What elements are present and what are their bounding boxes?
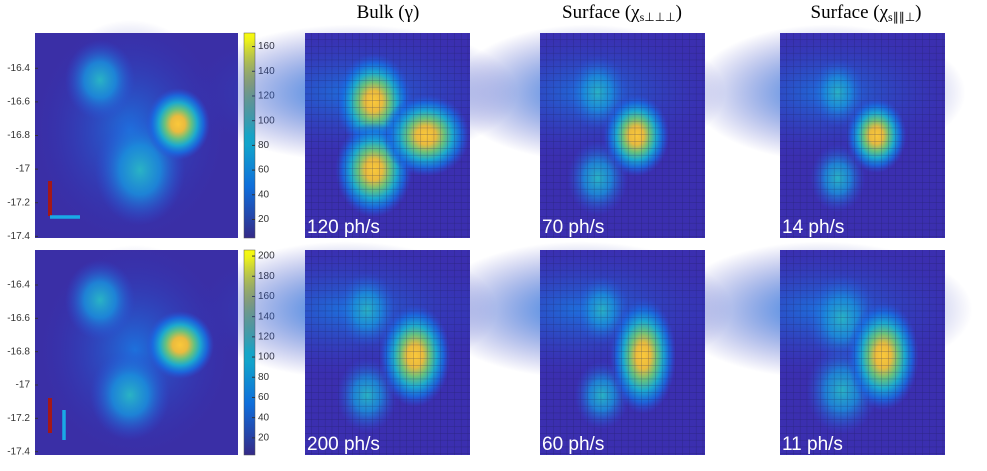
title-sub: s⊥⊥⊥ (640, 10, 676, 24)
simulation-panel: 70 ph/s (451, 24, 726, 238)
colorbar-tick-label: 20 (258, 214, 270, 225)
y-tick-label: -16.8 (7, 346, 30, 357)
colorbar-tick-label: 60 (258, 165, 270, 176)
intensity-blob (65, 260, 135, 340)
y-tick-label: -17 (16, 164, 31, 175)
count-rate: 200 ph/s (307, 434, 380, 455)
colorbar-tick-label: 40 (258, 189, 270, 200)
pixel-grid (780, 33, 945, 238)
y-tick-label: -17.4 (7, 446, 30, 457)
title-end: ) (676, 2, 682, 23)
column-title: Surface (χs∥∥⊥) (811, 2, 922, 23)
simulation-panel: 11 ph/s (670, 241, 973, 455)
count-rate: 14 ph/s (782, 217, 844, 238)
title-main: Bulk (γ) (357, 2, 420, 23)
y-tick-label: -16.4 (7, 280, 30, 291)
y-tick-label: -17.4 (7, 231, 30, 242)
y-tick-label: -17 (16, 380, 31, 391)
column-title: Bulk (γ) (357, 2, 420, 23)
pixel-grid (540, 33, 705, 238)
title-main: Surface (χ (811, 2, 889, 23)
y-tick-label: -17.2 (7, 197, 30, 208)
intensity-blob (65, 40, 135, 120)
pixel-grid (540, 250, 705, 455)
colorbar-tick-label: 20 (258, 432, 270, 443)
title-main: Surface (χ (562, 2, 640, 23)
colorbar-tick-label: 40 (258, 412, 270, 423)
simulation-panel: 60 ph/s (430, 241, 733, 455)
title-sub: s∥∥⊥ (888, 10, 915, 24)
count-rate: 70 ph/s (542, 217, 604, 238)
title-end: ) (915, 2, 921, 23)
colorbar-tick-label: 80 (258, 372, 270, 383)
column-title: Surface (χs⊥⊥⊥) (562, 2, 682, 23)
pixel-grid (305, 33, 470, 238)
y-tick-label: -16.4 (7, 63, 30, 74)
colorbar-tick-label: 60 (258, 392, 270, 403)
y-tick-label: -16.6 (7, 97, 30, 108)
y-tick-label: -17.2 (7, 413, 30, 424)
pixel-grid (780, 250, 945, 455)
y-tick-label: -16.6 (7, 313, 30, 324)
y-tick-label: -16.8 (7, 130, 30, 141)
count-rate: 60 ph/s (542, 434, 604, 455)
simulation-panel: 14 ph/s (691, 24, 966, 238)
count-rate: 11 ph/s (782, 434, 843, 455)
count-rate: 120 ph/s (307, 217, 380, 238)
figure: Bulk (γ)Surface (χs⊥⊥⊥)Surface (χs∥∥⊥)-1… (0, 0, 987, 466)
simulation-panel: 200 ph/s (195, 241, 498, 455)
